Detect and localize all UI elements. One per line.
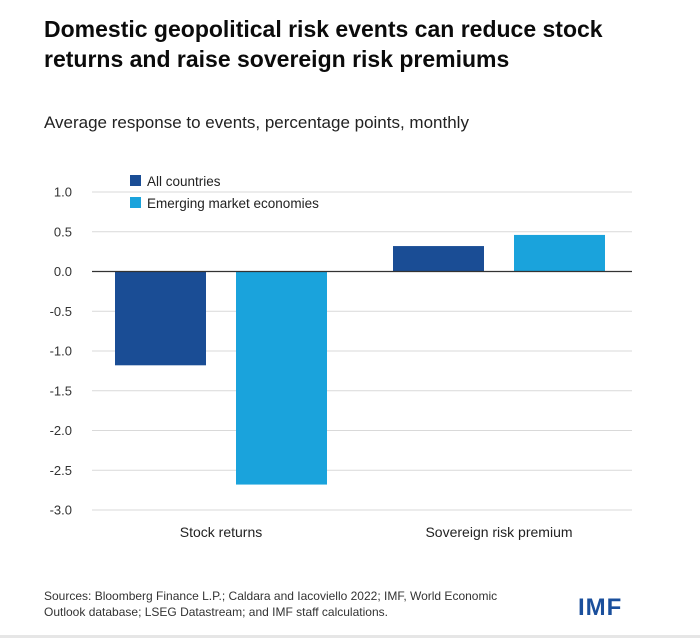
y-tick-label: -2.0	[50, 423, 72, 438]
legend-label-all-countries: All countries	[147, 174, 221, 189]
legend-swatch-all-countries	[130, 175, 141, 186]
y-tick-label: -0.5	[50, 304, 72, 319]
legend-label-emerging-markets: Emerging market economies	[147, 196, 319, 211]
bar-emerging-markets-sovereign-risk-premium	[514, 234, 605, 272]
bar-all-countries-stock-returns	[115, 271, 206, 366]
bar-chart: 1.0 0.5 0.0 -0.5 -1.0 -1.5 -2.0 -2.5 -3.0 Stock …	[50, 174, 632, 540]
bar-all-countries-sovereign-risk-premium	[393, 246, 484, 272]
y-tick-label: -3.0	[50, 503, 72, 518]
source-note: Sources: Bloomberg Finance L.P.; Caldara…	[44, 589, 498, 619]
y-tick-label: -2.5	[50, 463, 72, 478]
legend-swatch-emerging-markets	[130, 197, 141, 208]
y-tick-label: -1.5	[50, 383, 72, 398]
bar-emerging-markets-stock-returns	[236, 271, 327, 485]
y-tick-label: 1.0	[54, 185, 72, 200]
chart-title: Domestic geopolitical risk events can re…	[44, 16, 603, 72]
x-category-label: Stock returns	[180, 524, 262, 540]
y-axis-tick-labels: 1.0 0.5 0.0 -0.5 -1.0 -1.5 -2.0 -2.5 -3.0	[50, 185, 72, 518]
x-category-label: Sovereign risk premium	[425, 524, 572, 540]
bottom-border	[0, 635, 700, 638]
category-labels: Stock returns Sovereign risk premium	[180, 524, 573, 540]
y-tick-label: 0.5	[54, 224, 72, 239]
y-tick-label: -1.0	[50, 344, 72, 359]
bars	[115, 234, 605, 485]
chart-subtitle: Average response to events, percentage p…	[44, 113, 469, 132]
legend: All countries Emerging market economies	[130, 174, 319, 211]
y-tick-label: 0.0	[54, 264, 72, 279]
imf-logo: IMF	[578, 594, 623, 621]
